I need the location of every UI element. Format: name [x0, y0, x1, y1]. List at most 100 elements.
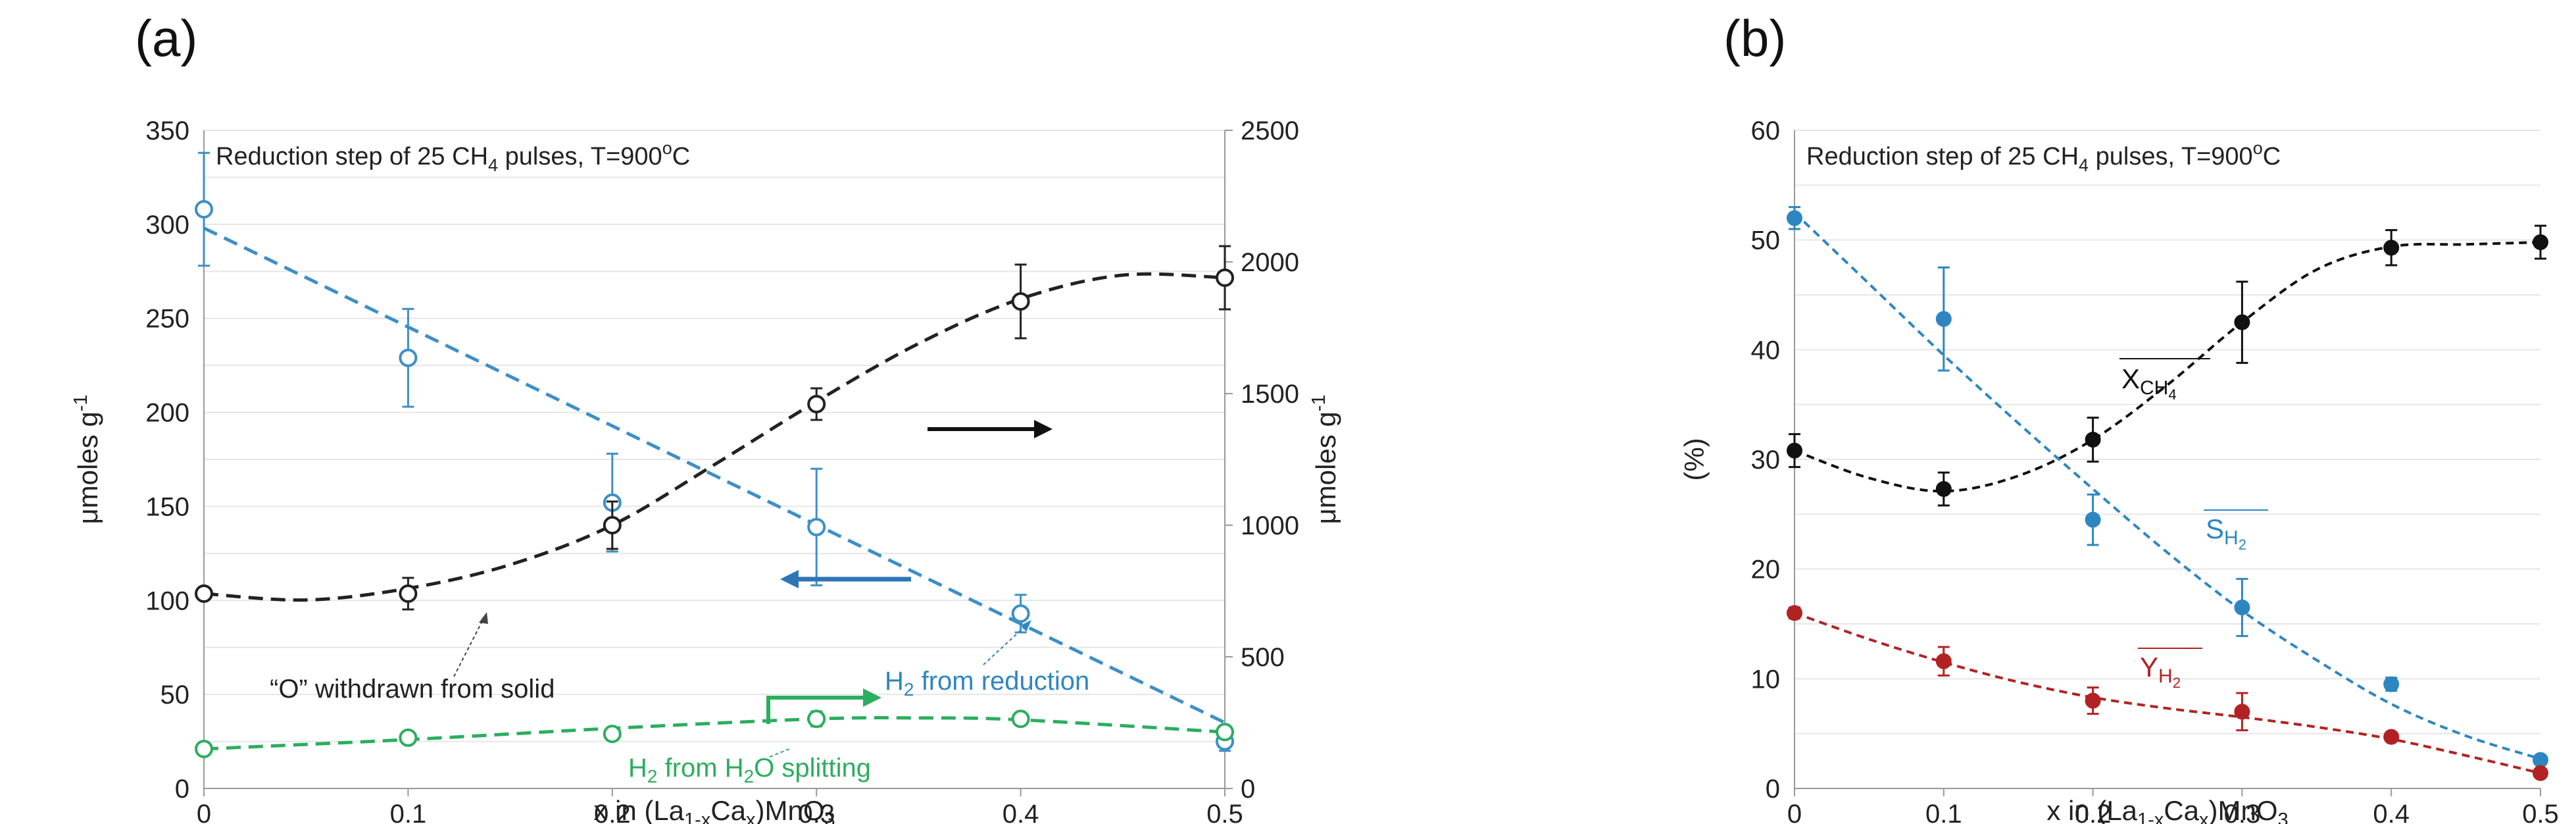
panel-b-series-2-point	[2234, 704, 2250, 720]
svg-text:YH2: YH2	[2140, 652, 2181, 691]
panel-a-series-2-point	[399, 728, 418, 747]
panel-a-annotation-h2-reduction: H2 from reduction	[885, 667, 1089, 700]
panel-a-x-tick-label: 0.1	[390, 800, 427, 824]
panel-b-series-1-point	[2533, 752, 2548, 768]
panel-a-annotation-h2-splitting: H2 from H2O splitting	[628, 754, 871, 786]
panel-a-x-tick-label: 0.2	[594, 800, 631, 824]
panel-a-series-1-point	[399, 584, 418, 603]
panel-a-series-2-point	[603, 725, 622, 744]
panel-a-y-tick-label-right: 0	[1241, 775, 1255, 804]
panel-a-gridlines	[204, 130, 1225, 742]
panel-a-y-tick-label-left: 0	[175, 775, 189, 804]
panel-b-series-1-point	[1787, 210, 1802, 226]
panel-b-series-2-point	[1935, 653, 1952, 669]
panel-b-series-0-point	[1787, 442, 1802, 459]
panel-b-series-0-fit-line	[1794, 241, 2541, 493]
panel-b-series-2-point	[1787, 605, 1802, 621]
panel-a-series-2-point	[195, 740, 213, 758]
panel-b-label-s-h2: SH2	[2204, 509, 2268, 553]
panel-b-series-1-point	[2234, 600, 2250, 615]
panel-a-series-0-point	[1011, 604, 1030, 623]
panel-a-y-tick-label-left: 300	[145, 211, 189, 240]
panel-b-series-0-point	[2085, 432, 2101, 448]
panel-a-annotation-o-withdrawn: “O” withdrawn from solid	[270, 675, 555, 704]
panel-b-y-tick-label: 10	[1751, 665, 1781, 694]
panel-b-x-tick-label: 0.1	[1925, 800, 1962, 824]
panel-b-y-tick-label: 30	[1751, 446, 1781, 475]
svg-text:XCH4: XCH4	[2121, 363, 2177, 403]
panel-b-gridlines	[1795, 130, 2540, 734]
panel-b-series-2-fit-line	[1794, 611, 2541, 775]
panel-a-y-tick-label-left: 200	[145, 399, 189, 428]
panel-a-note: Reduction step of 25 CH4 pulses, T=900oC	[216, 138, 690, 175]
panel-a-series-2-fit-line	[203, 716, 1226, 751]
panel-a-x-tick-label: 0.4	[1003, 800, 1039, 824]
panel-a-x-label: x in (La1-xCax)MnO3	[593, 795, 835, 824]
panel-b-y-tick-label: 40	[1751, 336, 1781, 365]
panel-a-y-tick-label-right: 1000	[1241, 511, 1299, 540]
panel-a-series-2-point	[1216, 723, 1234, 742]
panel-a-series-1-point	[807, 395, 826, 413]
panel-b-label: (b)	[1723, 9, 1786, 67]
panel-b-y-tick-label: 50	[1751, 226, 1781, 255]
panel-a-arrow-right-axis	[928, 420, 1053, 438]
panel-b-x-tick-label: 0.4	[2373, 800, 2410, 824]
panel-a-series-0-fit-line	[203, 226, 1226, 725]
panel-a-y-tick-label-right: 1500	[1241, 380, 1299, 409]
panel-b-series-0-point	[2234, 314, 2250, 330]
panel-b-chart: (b) 0 0.1 0.2 0.3 0.4 0.5 0 10 20 30 40 50 60 Reduc…	[1679, 9, 2559, 824]
panel-a-y-tick-label-left: 100	[145, 586, 189, 615]
panel-b-y-ticks: 0 10 20 30 40 50 60	[1751, 116, 1781, 804]
panel-a-y-tick-label-right: 500	[1241, 643, 1285, 672]
panel-a-y-ticks-left: 0 50 100 150 200 250 300 350	[145, 116, 189, 804]
panel-b-label-x-ch4: XCH4	[2119, 358, 2210, 403]
panel-b-x-label: x in (La1-xCax)MnO3	[2046, 795, 2288, 824]
panel-a-arrow-left-axis-green	[766, 688, 881, 724]
panel-a-series-1-point	[603, 516, 622, 534]
panel-a-y-tick-label-right: 2500	[1241, 116, 1299, 145]
panel-b-x-tick-label: 0.2	[2075, 800, 2112, 824]
panel-b-y-tick-label: 0	[1766, 775, 1780, 804]
panel-a-chart: (a) 0 0.1 0.2 0.3 0.4 0.5 0 50 100 150 200 250 300 3…	[70, 9, 1341, 824]
panel-a-series-1-point	[1216, 269, 1234, 287]
panel-a-annotation-h2-reduction-pointer	[983, 620, 1031, 665]
panel-a-annotation-o-pointer	[453, 612, 488, 677]
panel-a-x-tick-label: 0.5	[1206, 800, 1243, 824]
panel-b-series-2-point	[2085, 692, 2101, 709]
panel-a-y-tick-label-left: 350	[145, 116, 189, 145]
panel-b-y-tick-label: 20	[1751, 555, 1781, 584]
panel-a-arrow-left-axis-blue	[780, 570, 911, 588]
panel-a-series-1-fit-line	[203, 272, 1226, 602]
panel-a-y-tick-label-left: 250	[145, 305, 189, 334]
panel-b-series-1-point	[2085, 511, 2101, 528]
panel-a-x-tick-label: 0	[197, 800, 211, 824]
panel-b-y-label: (%)	[1679, 438, 1710, 480]
panel-a-series-0-point	[807, 517, 826, 536]
panel-b-series-2-point	[2383, 729, 2400, 745]
panel-a-y-label-left: μmoles g-1	[70, 394, 103, 524]
svg-text:SH2: SH2	[2206, 513, 2246, 553]
panel-b-y-tick-label: 60	[1751, 116, 1781, 145]
panel-a-series-0-point	[399, 348, 418, 367]
panel-a-y-tick-label-right: 2000	[1241, 248, 1299, 277]
panel-b-series	[1787, 206, 2548, 781]
panel-b-x-tick-label: 0.5	[2522, 800, 2559, 824]
panel-a-label: (a)	[135, 9, 197, 67]
panel-a-series-1-point	[195, 584, 213, 603]
panel-a-x-ticks: 0 0.1 0.2 0.3 0.4 0.5	[197, 788, 1243, 824]
panel-b-x-tick-label: 0	[1787, 800, 1802, 824]
panel-b-x-ticks: 0 0.1 0.2 0.3 0.4 0.5	[1787, 788, 2559, 824]
panel-b-series-2-point	[2533, 765, 2548, 781]
panel-a-series-2-point	[807, 709, 826, 729]
panel-a-series-2-point	[1011, 709, 1030, 729]
panel-a-y-label-right: μmoles g-1	[1308, 394, 1341, 524]
panel-b-label-y-h2: YH2	[2138, 648, 2202, 691]
panel-a-x-tick-label: 0.3	[798, 800, 835, 824]
panel-b-series-1-point	[2383, 676, 2400, 692]
panel-b-note: Reduction step of 25 CH4 pulses, T=900oC	[1806, 138, 2281, 175]
panel-b-x-tick-label: 0.3	[2224, 800, 2261, 824]
panel-b-series-1-point	[1935, 311, 1952, 327]
panel-b-series-1-fit-line	[1793, 211, 2541, 760]
panel-b-series-0-point	[2383, 240, 2400, 256]
